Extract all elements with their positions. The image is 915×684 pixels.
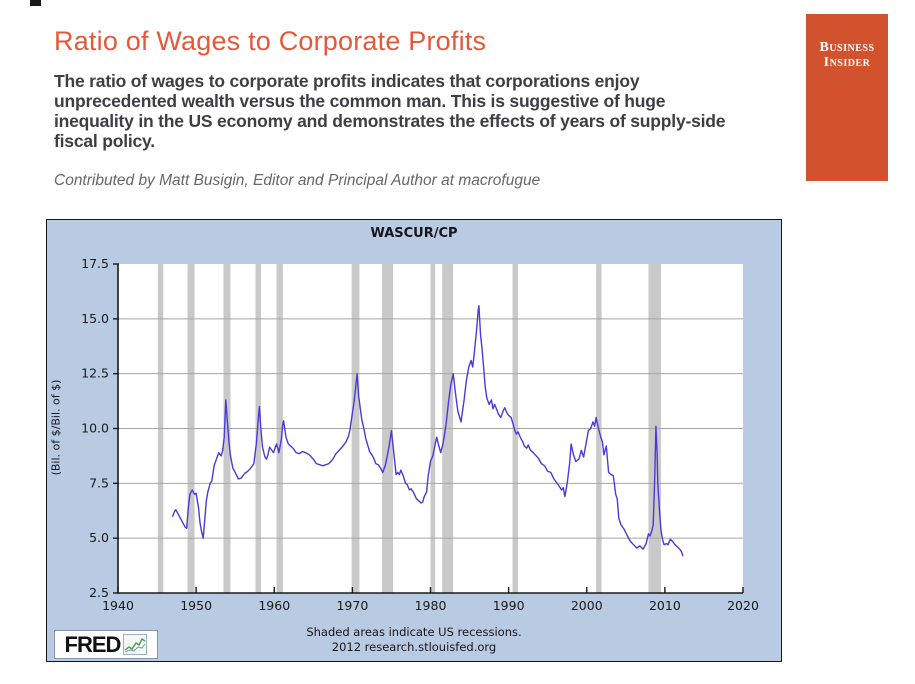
y-tick-label: 15.0 [81,311,109,326]
ratio-line-chart: 1940 1950 1960 1970 1980 1990 2000 2010 2020 2.5 5… [81,256,759,613]
x-tick-label: 1970 [336,598,368,613]
fred-chart-panel: 1940 1950 1960 1970 1980 1990 2000 2010 2020 2.5 5… [46,219,782,662]
x-tick-label: 1980 [415,598,447,613]
contributor-byline: Contributed by Matt Busigin, Editor and … [54,172,541,189]
x-tick-label: 2000 [571,598,603,613]
y-tick-label: 10.0 [81,421,109,436]
slide-corner-mark [30,0,41,6]
y-tick-label: 12.5 [81,366,109,381]
y-tick-label: 5.0 [89,530,109,545]
logo-word-business: Business [819,40,875,55]
fred-wordmark: FRED [64,631,122,657]
y-tick-label: 17.5 [81,256,109,271]
x-tick-label: 2020 [727,598,759,613]
business-insider-logo: Business Insider [806,14,888,181]
chart-footnote-recessions: Shaded areas indicate US recessions. [306,625,522,639]
intro-text: The ratio of wages to corporate profits … [54,71,726,151]
x-tick-label: 1990 [493,598,525,613]
series-line [171,304,684,557]
fred-chart-icon [123,634,148,655]
x-tick-label: 1950 [180,598,212,613]
chart-title: WASCUR/CP [370,226,458,241]
logo-word-insider: Insider [823,55,871,70]
x-tick-label: 1960 [258,598,290,613]
x-tick-label: 2010 [649,598,681,613]
axes [117,264,743,594]
fred-logo: FRED [54,630,158,659]
chart-footnote-source: 2012 research.stlouisfed.org [331,640,497,654]
y-tick-label: 2.5 [89,585,109,600]
y-tick-label: 7.5 [89,475,109,490]
page-title: Ratio of Wages to Corporate Profits [54,26,487,56]
y-axis-label: (Bil. of $/Bil. of $) [49,379,63,476]
x-tick-label: 1940 [102,598,134,613]
